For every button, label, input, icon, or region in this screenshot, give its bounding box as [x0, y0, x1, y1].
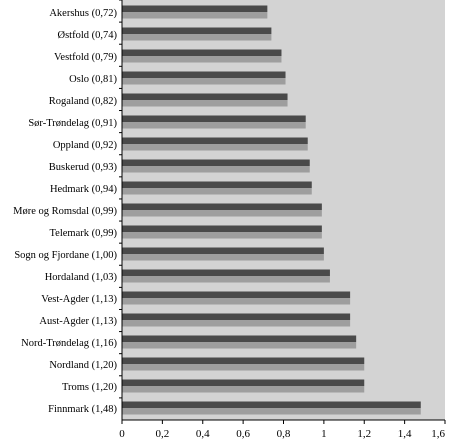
bar-front-13	[122, 291, 351, 298]
category-label: Akershus (0,72)	[49, 8, 117, 19]
category-label: Nordland (1,20)	[49, 360, 117, 371]
bar-front-14	[122, 313, 351, 320]
category-label: Vest-Agder (1,13)	[41, 294, 117, 305]
bar-front-15	[122, 335, 357, 342]
bar-back-17	[122, 386, 365, 393]
bar-front-9	[122, 203, 322, 210]
bar-back-13	[122, 298, 351, 305]
x-tick-label: 0,4	[196, 428, 210, 440]
bar-back-12	[122, 276, 330, 283]
bar-front-3	[122, 71, 286, 78]
bar-front-1	[122, 27, 272, 34]
x-tick-label: 1,2	[357, 428, 371, 440]
bar-front-5	[122, 115, 306, 122]
bar-front-11	[122, 247, 324, 254]
bar-back-6	[122, 144, 308, 151]
category-label: Buskerud (0,93)	[49, 162, 118, 173]
x-axis-ticks: 0 0,2 0,4 0,6 0,8 1 1,2 1,4 1,6	[119, 420, 446, 440]
category-label: Oslo (0,81)	[69, 74, 117, 85]
x-tick-label: 0,6	[236, 428, 250, 440]
category-label: Telemark (0,99)	[50, 228, 118, 239]
category-labels: Akershus (0,72) Østfold (0,74) Vestfold (0…	[13, 0, 122, 415]
bar-front-16	[122, 357, 365, 364]
bar-back-15	[122, 342, 357, 349]
bar-front-18	[122, 401, 421, 408]
bar-back-9	[122, 210, 322, 217]
category-label: Møre og Romsdal (0,99)	[13, 206, 117, 217]
bar-back-10	[122, 232, 322, 239]
x-tick-label: 0,2	[156, 428, 170, 440]
category-label: Rogaland (0,82)	[49, 96, 118, 107]
category-label: Finnmark (1,48)	[48, 404, 117, 415]
bars	[122, 5, 421, 415]
bar-back-16	[122, 364, 365, 371]
bar-back-11	[122, 254, 324, 261]
bar-back-8	[122, 188, 312, 195]
bar-front-7	[122, 159, 310, 166]
category-label: Aust-Agder (1,13)	[39, 316, 117, 327]
bar-front-0	[122, 5, 268, 12]
category-label: Sogn og Fjordane (1,00)	[14, 250, 117, 261]
bar-back-7	[122, 166, 310, 173]
bar-back-5	[122, 122, 306, 129]
bar-back-2	[122, 56, 282, 63]
category-label: Troms (1,20)	[62, 382, 118, 393]
category-label: Østfold (0,74)	[58, 30, 118, 41]
bar-back-0	[122, 12, 268, 19]
bar-back-14	[122, 320, 351, 327]
category-label: Vestfold (0,79)	[54, 52, 117, 63]
bar-front-2	[122, 49, 282, 56]
bar-front-17	[122, 379, 365, 386]
x-tick-label: 0,8	[277, 428, 291, 440]
bar-back-4	[122, 100, 288, 107]
bar-front-6	[122, 137, 308, 144]
bar-front-4	[122, 93, 288, 100]
category-label: Hedmark (0,94)	[50, 184, 118, 195]
category-label: Nord-Trøndelag (1,16)	[21, 338, 117, 349]
category-label: Sør-Trøndelag (0,91)	[28, 118, 117, 129]
bar-front-10	[122, 225, 322, 232]
x-tick-label: 1	[321, 428, 327, 440]
bar-back-1	[122, 34, 272, 41]
x-tick-label: 0	[119, 428, 125, 440]
category-label: Oppland (0,92)	[53, 140, 118, 151]
category-label: Hordaland (1,03)	[45, 272, 118, 283]
bar-front-12	[122, 269, 330, 276]
bar-back-3	[122, 78, 286, 85]
x-tick-label: 1,4	[398, 428, 412, 440]
bar-back-18	[122, 408, 421, 415]
bar-front-8	[122, 181, 312, 188]
x-tick-label: 1,6	[431, 428, 445, 440]
